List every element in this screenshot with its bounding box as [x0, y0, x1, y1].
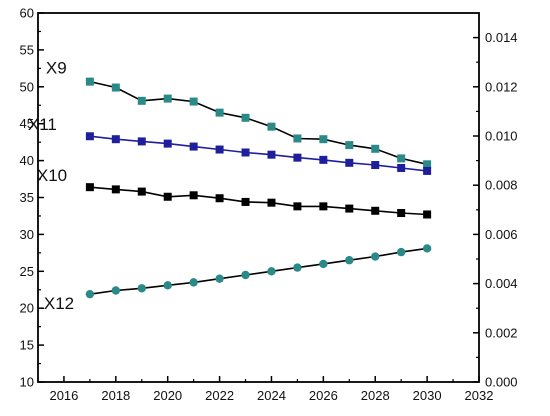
data-point-x11	[85, 132, 94, 141]
data-point-x11	[189, 142, 198, 151]
data-point-x12	[422, 244, 432, 253]
data-point-x12	[319, 259, 328, 269]
x-tick-label: 2018	[101, 388, 130, 403]
data-point-x12	[163, 281, 172, 290]
y-tick-label: 50	[20, 79, 34, 94]
data-point-x9	[163, 94, 172, 103]
x-tick-label: 2030	[413, 388, 442, 403]
data-point-x9	[215, 108, 224, 117]
data-point-x9	[189, 97, 198, 106]
data-point-x11	[319, 155, 328, 164]
data-point-x11	[163, 139, 172, 148]
y2-tick-label: 0.014	[485, 30, 518, 45]
data-point-x12	[267, 267, 276, 276]
data-point-x10	[241, 197, 250, 206]
data-point-x11	[137, 137, 146, 146]
data-point-x10	[345, 204, 354, 213]
data-point-x10	[423, 210, 432, 219]
y2-tick-label: 0.010	[485, 129, 518, 144]
data-point-x10	[189, 191, 198, 200]
series-label-x9: X9	[46, 59, 67, 78]
data-point-x9	[293, 134, 302, 143]
data-point-x10	[397, 208, 406, 217]
series-line-x9	[89, 80, 428, 166]
data-point-x9	[137, 96, 146, 105]
series-label-x10: X10	[37, 166, 67, 185]
data-point-x11	[111, 135, 120, 144]
y-tick-label: 55	[20, 42, 34, 57]
y-tick-label: 25	[20, 264, 34, 279]
y2-tick-label: 0.002	[485, 325, 518, 340]
data-point-x11	[423, 166, 432, 175]
x-tick-label: 2016	[49, 388, 78, 403]
data-point-x12	[85, 289, 95, 299]
data-point-x12	[345, 256, 354, 265]
series-line-x11	[89, 135, 428, 172]
series-labels: X9 X11 X10 X12	[28, 59, 74, 314]
data-point-x10	[137, 187, 146, 196]
data-point-x10	[111, 185, 120, 194]
data-point-x9	[267, 122, 276, 131]
data-point-x10	[371, 206, 380, 215]
data-point-x12	[137, 284, 146, 293]
y2-tick-label: 0.000	[485, 375, 518, 390]
data-point-x12	[215, 274, 224, 283]
series-line-x10	[89, 186, 428, 216]
data-point-x12	[396, 247, 406, 257]
data-point-x11	[397, 163, 406, 172]
data-point-x10	[293, 202, 302, 211]
y2-tick-label: 0.012	[485, 79, 518, 94]
data-point-x9	[241, 113, 250, 122]
data-point-x11	[371, 161, 380, 170]
data-point-x11	[215, 145, 224, 154]
data-point-x10	[319, 202, 328, 211]
data-point-x9	[345, 141, 354, 150]
data-point-x11	[267, 150, 276, 159]
data-point-x9	[397, 154, 406, 163]
y-tick-label: 30	[20, 227, 34, 242]
series-label-x12: X12	[44, 294, 74, 313]
data-point-x12	[111, 286, 121, 295]
x-tick-label: 2024	[257, 388, 286, 403]
x-tick-label: 2020	[153, 388, 182, 403]
y-tick-label: 10	[20, 375, 34, 390]
series-line-x12	[89, 247, 428, 295]
y2-tick-label: 0.006	[485, 227, 518, 242]
x-tick-label: 2032	[465, 388, 494, 403]
data-point-x10	[215, 194, 224, 203]
data-point-x9	[319, 135, 328, 144]
y2-tick-label: 0.004	[485, 276, 518, 291]
x-tick-label: 2028	[361, 388, 390, 403]
y-tick-label: 20	[20, 301, 34, 316]
data-point-x10	[85, 183, 94, 192]
x-tick-label: 2022	[205, 388, 234, 403]
data-point-x9	[111, 83, 120, 92]
data-point-x12	[293, 263, 302, 272]
data-point-x12	[189, 278, 198, 287]
plot-frame	[37, 12, 480, 383]
data-point-x11	[293, 153, 302, 162]
data-point-x9	[85, 77, 94, 86]
y-tick-label: 60	[20, 6, 34, 21]
plot-area	[85, 77, 432, 299]
y-tick-label: 40	[20, 153, 34, 168]
data-point-x9	[371, 144, 380, 153]
data-point-x11	[345, 158, 354, 167]
y-tick-label: 15	[20, 338, 34, 353]
data-point-x10	[267, 198, 276, 207]
series-label-x11: X11	[28, 115, 57, 134]
data-point-x12	[241, 270, 250, 280]
y2-tick-label: 0.008	[485, 178, 518, 193]
data-point-x10	[163, 192, 172, 201]
axes: 2016 2018 2020 2022 2024 2026 2028 2030 20321015…	[20, 6, 518, 404]
y-tick-label: 45	[20, 116, 34, 131]
data-point-x9	[423, 160, 432, 169]
x-tick-label: 2026	[309, 388, 338, 403]
data-point-x11	[241, 148, 250, 157]
y-tick-label: 35	[20, 190, 34, 205]
data-point-x12	[371, 252, 380, 261]
